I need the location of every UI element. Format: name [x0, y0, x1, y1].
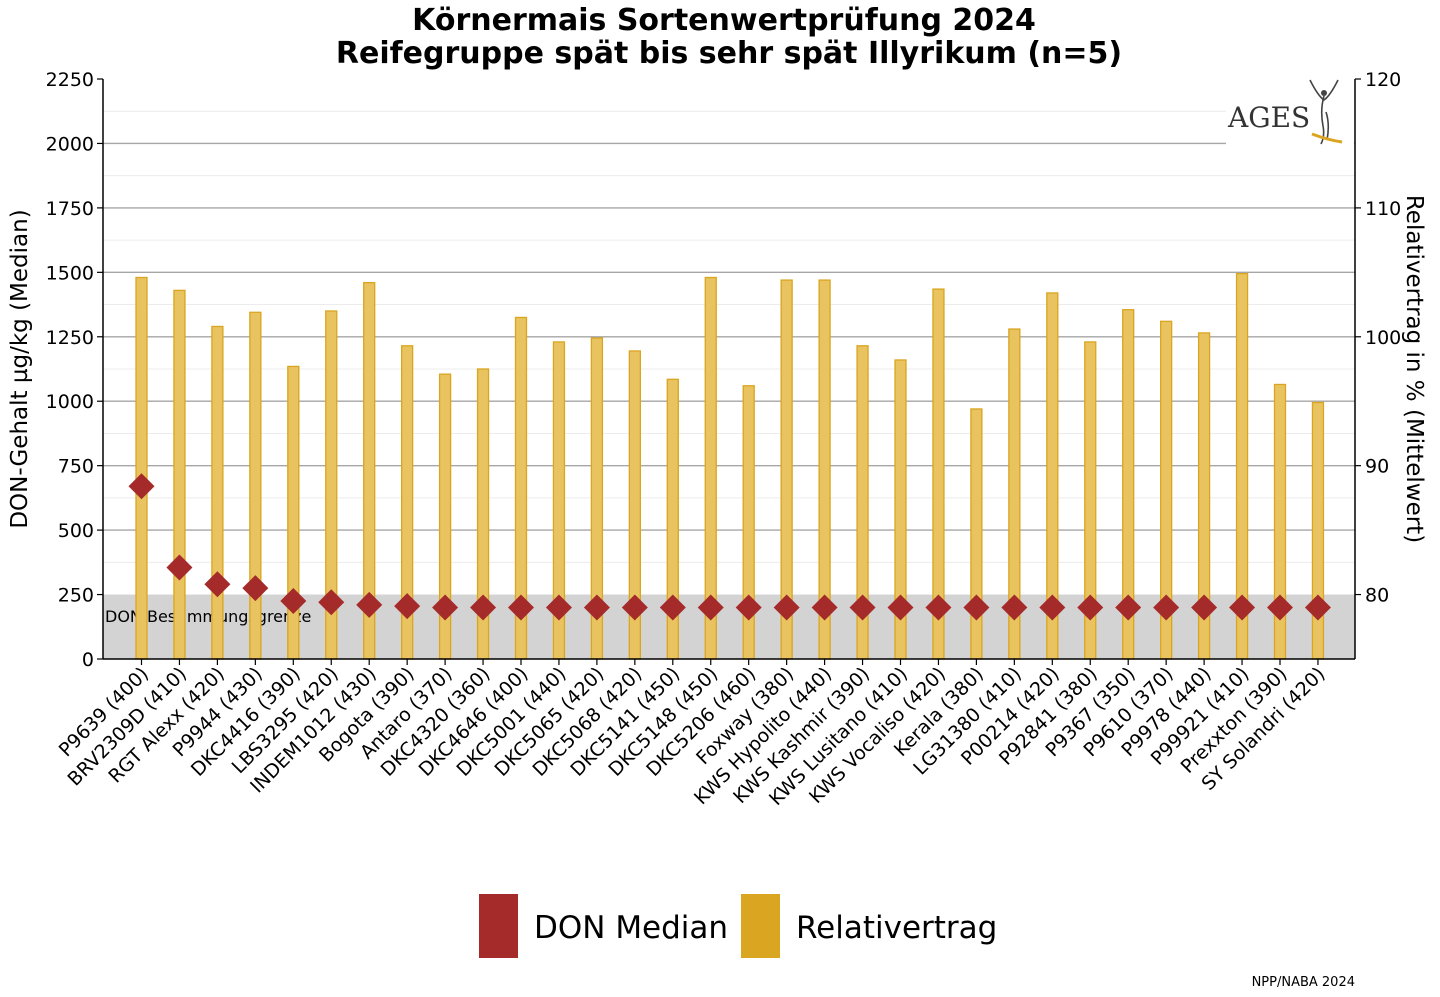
diamond-don-median — [166, 554, 193, 581]
legend-label-don: DON Median — [534, 910, 728, 946]
diamond-don-median — [1077, 594, 1104, 621]
diamond-don-median — [583, 594, 610, 621]
right-axis: 80 90 100 110 120 — [1354, 69, 1401, 659]
diamond-don-median — [470, 594, 497, 621]
y-tick-label: 1500 — [46, 262, 94, 284]
don-detection-band — [103, 594, 1355, 659]
diamond-don-median — [621, 594, 648, 621]
diamond-don-median — [508, 594, 534, 621]
logo-text: AGES — [1227, 101, 1310, 134]
y2-tick-label: 90 — [1365, 456, 1389, 478]
diamond-don-median — [356, 591, 383, 618]
diamonds-layer — [128, 473, 1331, 621]
diamond-don-median — [735, 594, 762, 621]
y-tick-label: 500 — [58, 520, 94, 542]
y-tick-label: 2000 — [46, 133, 94, 155]
diamond-don-median — [1001, 594, 1028, 621]
diamond-don-median — [1267, 594, 1293, 621]
diamond-don-median — [1191, 594, 1218, 621]
left-axis: 0 250 500 750 1000 1250 1500 1750 2000 2250 — [46, 69, 104, 671]
legend-label-yield: Relativertrag — [796, 910, 997, 946]
source-note: NPP/NABA 2024 — [1252, 975, 1355, 990]
y2-tick-label: 110 — [1365, 198, 1401, 220]
bar-relativertrag — [173, 289, 186, 660]
y-axis-title: DON-Gehalt µg/kg (Median) — [7, 209, 33, 528]
diamond-don-median — [545, 594, 572, 621]
chart-title: Körnermais Sortenwertprüfung 2024 — [412, 3, 1036, 38]
diamond-don-median — [1153, 594, 1180, 621]
y2-tick-label: 120 — [1365, 69, 1401, 91]
legend-swatch-don — [479, 894, 518, 958]
bar-relativertrag — [135, 276, 148, 660]
logo-head-icon — [1321, 90, 1327, 96]
diamond-don-median — [1039, 594, 1066, 621]
diamond-don-median — [1304, 594, 1331, 621]
diamond-don-median — [432, 594, 459, 621]
y2-axis-title: Relativertrag in % (Mittelwert) — [1401, 195, 1427, 543]
diamond-don-median — [1115, 594, 1142, 621]
diamond-don-median — [925, 594, 952, 621]
y-tick-label: 0 — [82, 649, 94, 671]
diamond-don-median — [318, 589, 345, 616]
logo-swoosh-icon — [1311, 132, 1343, 144]
bars-layer — [135, 272, 1325, 660]
diamond-don-median — [659, 594, 686, 621]
diamond-don-median — [963, 594, 990, 621]
diamond-don-median — [811, 594, 838, 621]
y-tick-label: 1250 — [46, 327, 94, 349]
diamond-don-median — [1229, 594, 1256, 621]
title-block: Körnermais Sortenwertprüfung 2024 Reifeg… — [336, 3, 1122, 71]
y2-tick-label: 100 — [1365, 327, 1401, 349]
diamond-don-median — [128, 473, 155, 500]
diamond-don-median — [697, 594, 724, 621]
diamond-don-median — [394, 593, 421, 620]
legend-swatch-yield — [741, 894, 780, 958]
bar-relativertrag — [970, 408, 983, 660]
bar-relativertrag — [211, 325, 224, 660]
diamond-don-median — [773, 594, 800, 621]
bar-relativertrag — [1311, 401, 1325, 660]
diamond-don-median — [280, 588, 307, 614]
chart-subtitle: Reifegruppe spät bis sehr spät Illyrikum… — [336, 36, 1122, 71]
y-tick-label: 750 — [58, 456, 94, 478]
diamond-don-median — [242, 575, 269, 602]
y-tick-label: 250 — [58, 585, 94, 607]
diamond-don-median — [849, 594, 876, 621]
legend: DON Median Relativertrag — [479, 894, 997, 958]
x-axis: P9639 (400)BRV2309D (410)RGT Alexx (420)… — [55, 658, 1355, 810]
y2-tick-label: 80 — [1365, 585, 1389, 607]
y-tick-label: 1750 — [46, 198, 94, 220]
ages-logo: AGES — [1226, 79, 1354, 150]
y-tick-label: 2250 — [46, 69, 94, 91]
bar-relativertrag — [287, 365, 300, 660]
grid-lines — [103, 110, 1355, 563]
diamond-don-median — [887, 594, 914, 621]
diamond-don-median — [204, 571, 231, 598]
y-tick-label: 1000 — [46, 391, 94, 413]
bar-relativertrag — [249, 311, 262, 660]
